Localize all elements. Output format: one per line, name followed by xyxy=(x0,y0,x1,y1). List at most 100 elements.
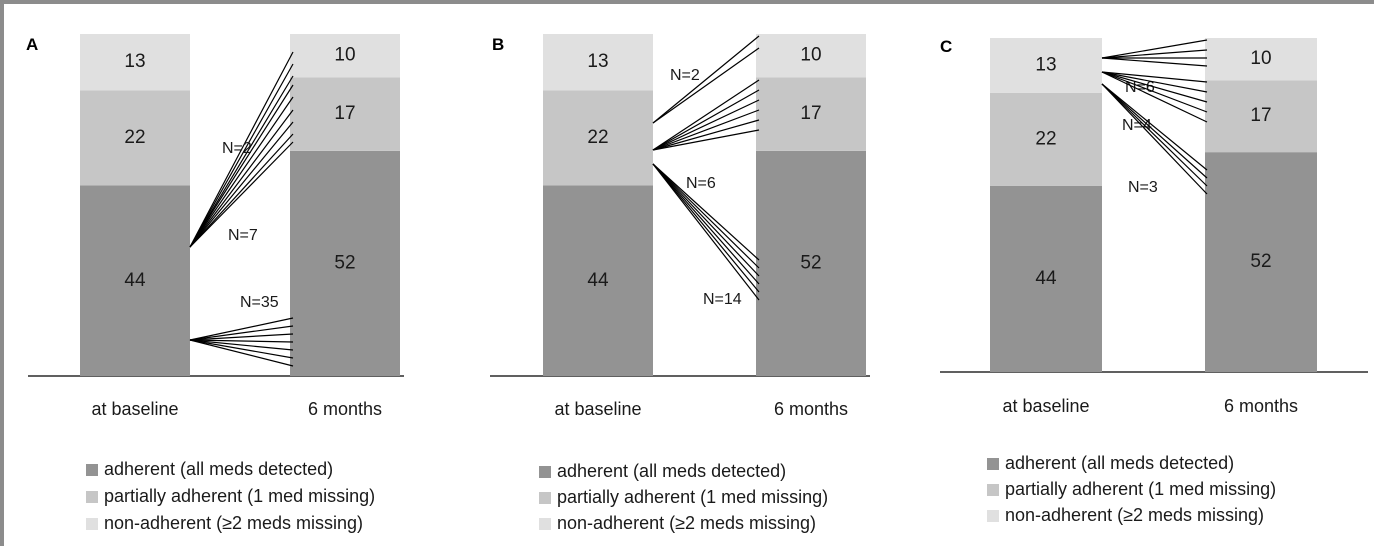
bar-value-label: 22 xyxy=(1035,128,1056,149)
transition-count-label: N=2 xyxy=(222,140,252,157)
bar-non-adherent-B-1 xyxy=(756,34,866,78)
legend-label-adherent: adherent (all meds detected) xyxy=(104,459,333,479)
bar-non-adherent-A-0 xyxy=(80,34,190,91)
transition-line xyxy=(1101,71,1208,93)
bar-partial-A-0 xyxy=(80,90,190,186)
transition-line xyxy=(189,63,294,248)
bar-partial-C-0 xyxy=(990,92,1102,186)
bar-value-label: 52 xyxy=(1250,251,1271,272)
category-label: at baseline xyxy=(91,399,178,419)
transition-line xyxy=(189,339,294,359)
bar-non-adherent-B-0 xyxy=(543,34,653,91)
bar-adherent-A-0 xyxy=(80,185,190,376)
legend-swatch-non-adherent xyxy=(86,518,98,530)
transition-line xyxy=(189,109,294,248)
transition-count-label: N=2 xyxy=(670,67,700,84)
bar-value-label: 52 xyxy=(800,252,821,273)
transition-line xyxy=(189,339,294,367)
transition-line xyxy=(189,141,294,248)
bar-value-label: 13 xyxy=(124,51,145,72)
transition-count-label: N=6 xyxy=(686,175,716,192)
transition-line xyxy=(652,163,760,269)
legend-swatch-partial xyxy=(539,492,551,504)
legend-swatch-adherent xyxy=(539,466,551,478)
transition-line xyxy=(652,163,760,261)
bar-value-label: 44 xyxy=(587,270,609,291)
bar-value-label: 17 xyxy=(334,103,355,124)
legend-swatch-adherent xyxy=(86,464,98,476)
bar-value-label: 13 xyxy=(587,51,608,72)
transition-line xyxy=(652,99,760,151)
transition-line xyxy=(189,84,294,248)
transition-line xyxy=(652,47,760,124)
transition-line xyxy=(189,339,294,351)
transition-line xyxy=(652,163,760,301)
bar-adherent-B-1 xyxy=(756,150,866,376)
bar-value-label: 13 xyxy=(1035,54,1056,75)
transition-line xyxy=(1101,71,1208,113)
category-label: 6 months xyxy=(774,399,848,419)
bar-adherent-B-0 xyxy=(543,185,653,376)
transition-line xyxy=(1101,71,1208,103)
category-label: 6 months xyxy=(308,399,382,419)
transition-line xyxy=(652,109,760,151)
bar-adherent-C-0 xyxy=(990,185,1102,372)
bar-partial-A-1 xyxy=(290,77,400,151)
transition-count-label: N=35 xyxy=(240,294,279,311)
bar-value-label: 17 xyxy=(1250,105,1271,126)
panel-letter-A: A xyxy=(26,35,38,54)
bar-value-label: 44 xyxy=(124,270,146,291)
category-label: at baseline xyxy=(1002,396,1089,416)
transition-count-label: N=14 xyxy=(703,291,742,308)
legend-label-partial: partially adherent (1 med missing) xyxy=(1005,479,1276,499)
transition-line xyxy=(652,35,760,124)
transition-line xyxy=(652,163,760,285)
transition-line xyxy=(189,96,294,248)
panel-letter-B: B xyxy=(492,35,504,54)
transition-line xyxy=(189,121,294,248)
transition-line xyxy=(1101,49,1208,59)
legend-label-adherent: adherent (all meds detected) xyxy=(1005,453,1234,473)
transition-line xyxy=(652,163,760,277)
transition-line xyxy=(1101,83,1208,187)
bar-non-adherent-C-0 xyxy=(990,38,1102,93)
bar-value-label: 22 xyxy=(587,127,608,148)
category-label: at baseline xyxy=(554,399,641,419)
transition-line xyxy=(189,325,294,341)
transition-line xyxy=(189,339,294,343)
bar-value-label: 10 xyxy=(1250,48,1271,69)
bar-non-adherent-A-1 xyxy=(290,34,400,78)
transition-count-label: N=7 xyxy=(228,227,258,244)
bar-value-label: 17 xyxy=(800,103,821,124)
legend-swatch-partial xyxy=(86,491,98,503)
transition-line xyxy=(189,75,294,248)
transition-line xyxy=(1101,71,1208,83)
bar-value-label: 10 xyxy=(800,45,821,66)
transition-line xyxy=(189,333,294,341)
transition-line xyxy=(1101,83,1208,171)
transition-line xyxy=(189,317,294,341)
transition-line xyxy=(1101,39,1208,59)
bar-adherent-C-1 xyxy=(1205,152,1317,372)
transition-line xyxy=(652,119,760,151)
transition-line xyxy=(652,89,760,151)
legend-label-non-adherent: non-adherent (≥2 meds missing) xyxy=(1005,505,1264,525)
transition-line xyxy=(1101,83,1208,195)
legend-swatch-adherent xyxy=(987,458,999,470)
transition-line xyxy=(1101,57,1208,67)
legend-swatch-non-adherent xyxy=(987,510,999,522)
bar-value-label: 52 xyxy=(334,252,355,273)
transition-line xyxy=(189,51,294,248)
transition-line xyxy=(652,79,760,151)
transition-line xyxy=(189,133,294,248)
legend-label-non-adherent: non-adherent (≥2 meds missing) xyxy=(104,513,363,533)
bar-partial-C-1 xyxy=(1205,80,1317,153)
transition-line xyxy=(652,163,760,293)
bar-partial-B-1 xyxy=(756,77,866,151)
bar-adherent-A-1 xyxy=(290,150,400,376)
bar-value-label: 44 xyxy=(1035,268,1057,289)
transition-line xyxy=(652,129,760,151)
transition-count-label: N=3 xyxy=(1128,179,1158,196)
